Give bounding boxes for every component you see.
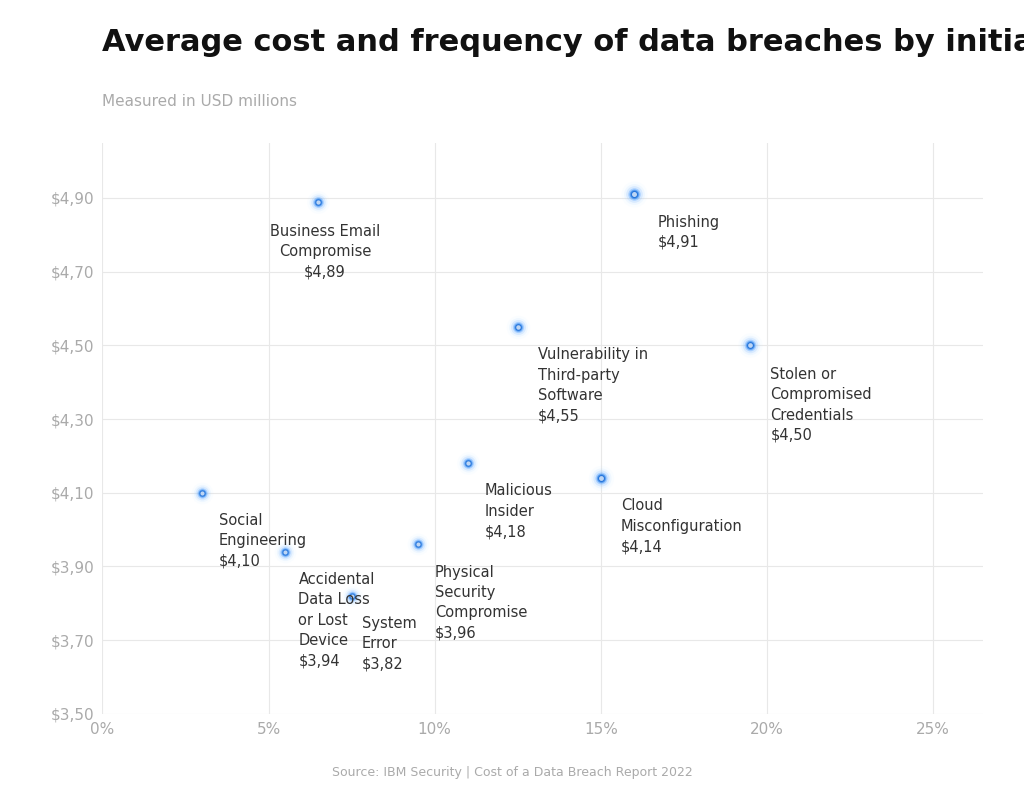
Point — [410, 538, 426, 550]
Point — [742, 339, 759, 351]
Text: Cloud
Misconfiguration
$4,14: Cloud Misconfiguration $4,14 — [621, 498, 742, 554]
Point — [194, 486, 210, 499]
Point — [510, 320, 526, 333]
Point — [276, 546, 293, 558]
Point — [593, 472, 609, 485]
Point — [410, 538, 426, 550]
Point — [593, 472, 609, 485]
Point — [626, 188, 642, 201]
Point — [410, 538, 426, 550]
Point — [593, 472, 609, 485]
Point — [343, 589, 359, 602]
Point — [410, 538, 426, 550]
Point — [194, 486, 210, 499]
Point — [343, 589, 359, 602]
Point — [510, 320, 526, 333]
Point — [343, 589, 359, 602]
Point — [510, 320, 526, 333]
Point — [194, 486, 210, 499]
Point — [343, 589, 359, 602]
Point — [742, 339, 759, 351]
Point — [742, 339, 759, 351]
Point — [626, 188, 642, 201]
Text: Source: IBM Security | Cost of a Data Breach Report 2022: Source: IBM Security | Cost of a Data Br… — [332, 766, 692, 779]
Point — [510, 320, 526, 333]
Point — [742, 339, 759, 351]
Point — [343, 589, 359, 602]
Point — [310, 195, 327, 208]
Point — [276, 546, 293, 558]
Point — [460, 457, 476, 469]
Point — [510, 320, 526, 333]
Point — [343, 589, 359, 602]
Point — [343, 589, 359, 602]
Point — [276, 546, 293, 558]
Point — [460, 457, 476, 469]
Text: Social
Engineering
$4,10: Social Engineering $4,10 — [219, 513, 307, 569]
Point — [410, 538, 426, 550]
Point — [410, 538, 426, 550]
Point — [626, 188, 642, 201]
Point — [310, 195, 327, 208]
Text: Malicious
Insider
$4,18: Malicious Insider $4,18 — [484, 484, 552, 539]
Text: Physical
Security
Compromise
$3,96: Physical Security Compromise $3,96 — [435, 565, 527, 641]
Point — [593, 472, 609, 485]
Point — [310, 195, 327, 208]
Point — [410, 538, 426, 550]
Point — [310, 195, 327, 208]
Point — [593, 472, 609, 485]
Point — [742, 339, 759, 351]
Point — [276, 546, 293, 558]
Point — [460, 457, 476, 469]
Point — [742, 339, 759, 351]
Text: Phishing
$4,91: Phishing $4,91 — [657, 215, 720, 250]
Point — [593, 472, 609, 485]
Point — [194, 486, 210, 499]
Point — [742, 339, 759, 351]
Point — [310, 195, 327, 208]
Text: Stolen or
Compromised
Credentials
$4,50: Stolen or Compromised Credentials $4,50 — [770, 366, 872, 443]
Point — [626, 188, 642, 201]
Point — [626, 188, 642, 201]
Point — [276, 546, 293, 558]
Point — [194, 486, 210, 499]
Point — [626, 188, 642, 201]
Point — [310, 195, 327, 208]
Point — [593, 472, 609, 485]
Text: Measured in USD millions: Measured in USD millions — [102, 94, 297, 109]
Point — [460, 457, 476, 469]
Point — [194, 486, 210, 499]
Point — [276, 546, 293, 558]
Text: Accidental
Data Loss
or Lost
Device
$3,94: Accidental Data Loss or Lost Device $3,9… — [298, 572, 375, 668]
Text: Vulnerability in
Third-party
Software
$4,55: Vulnerability in Third-party Software $4… — [538, 347, 648, 423]
Point — [460, 457, 476, 469]
Text: Average cost and frequency of data breaches by initial attack vector: Average cost and frequency of data breac… — [102, 28, 1024, 57]
Point — [310, 195, 327, 208]
Point — [510, 320, 526, 333]
Point — [460, 457, 476, 469]
Point — [194, 486, 210, 499]
Point — [276, 546, 293, 558]
Point — [460, 457, 476, 469]
Point — [626, 188, 642, 201]
Text: Business Email
Compromise
$4,89: Business Email Compromise $4,89 — [270, 224, 380, 280]
Text: System
Error
$3,82: System Error $3,82 — [361, 616, 417, 672]
Point — [510, 320, 526, 333]
